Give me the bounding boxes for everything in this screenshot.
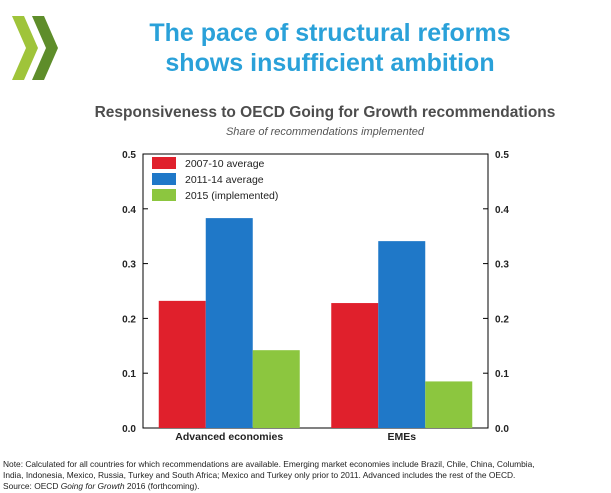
- y-tick-label-right: 0.5: [495, 150, 509, 161]
- bar-0-1: [205, 218, 253, 428]
- bar-0-0: [158, 300, 206, 428]
- chart-subtitle: Share of recommendations implemented: [225, 126, 425, 138]
- source-line: Source: OECD Going for Growth 2016 (fort…: [3, 481, 607, 492]
- slide-title-line-2: shows insufficient ambition: [165, 49, 495, 77]
- slide-title-line-1: The pace of structural reforms: [149, 19, 511, 47]
- legend-swatch: [152, 157, 176, 169]
- y-tick-label-left: 0.1: [122, 369, 136, 380]
- plot-frame: [142, 153, 489, 429]
- x-category-label: Advanced economies: [175, 431, 283, 443]
- legend-swatch: [152, 189, 176, 201]
- oecd-chevrons-icon: [12, 16, 58, 80]
- source-publication: Going for Growth: [60, 481, 125, 492]
- bar-1-1: [378, 241, 426, 428]
- y-tick-label-right: 0.1: [495, 369, 509, 380]
- bar-1-0: [331, 303, 379, 428]
- chart-note: Note: Calculated for all countries for w…: [3, 459, 607, 493]
- legend-label: 2011-14 average: [185, 174, 264, 186]
- x-category-label: EMEs: [387, 431, 416, 443]
- note-line-1: Note: Calculated for all countries for w…: [3, 459, 535, 469]
- y-tick-label-left: 0.0: [122, 424, 136, 435]
- y-tick-label-left: 0.2: [122, 314, 136, 325]
- y-tick-label-right: 0.3: [495, 260, 509, 271]
- note-line-2: India, Indonesia, Mexico, Russia, Turkey…: [3, 470, 516, 481]
- y-tick-label-right: 0.4: [495, 205, 509, 216]
- y-tick-label-right: 0.2: [495, 314, 509, 325]
- legend-label: 2015 (implemented): [185, 190, 278, 202]
- source-suffix: 2016 (forthcoming).: [124, 481, 200, 492]
- legend-label: 2007-10 average: [185, 158, 265, 170]
- source-prefix: Source: OECD: [3, 481, 61, 492]
- y-tick-label-right: 0.0: [495, 424, 509, 435]
- y-tick-label-left: 0.5: [122, 150, 136, 161]
- y-tick-label-left: 0.3: [122, 260, 136, 271]
- bar-1-2: [425, 381, 473, 428]
- y-tick-label-left: 0.4: [122, 205, 136, 216]
- legend-swatch: [152, 173, 176, 185]
- bar-0-2: [252, 350, 300, 428]
- chart-title: Responsiveness to OECD Going for Growth …: [94, 104, 556, 121]
